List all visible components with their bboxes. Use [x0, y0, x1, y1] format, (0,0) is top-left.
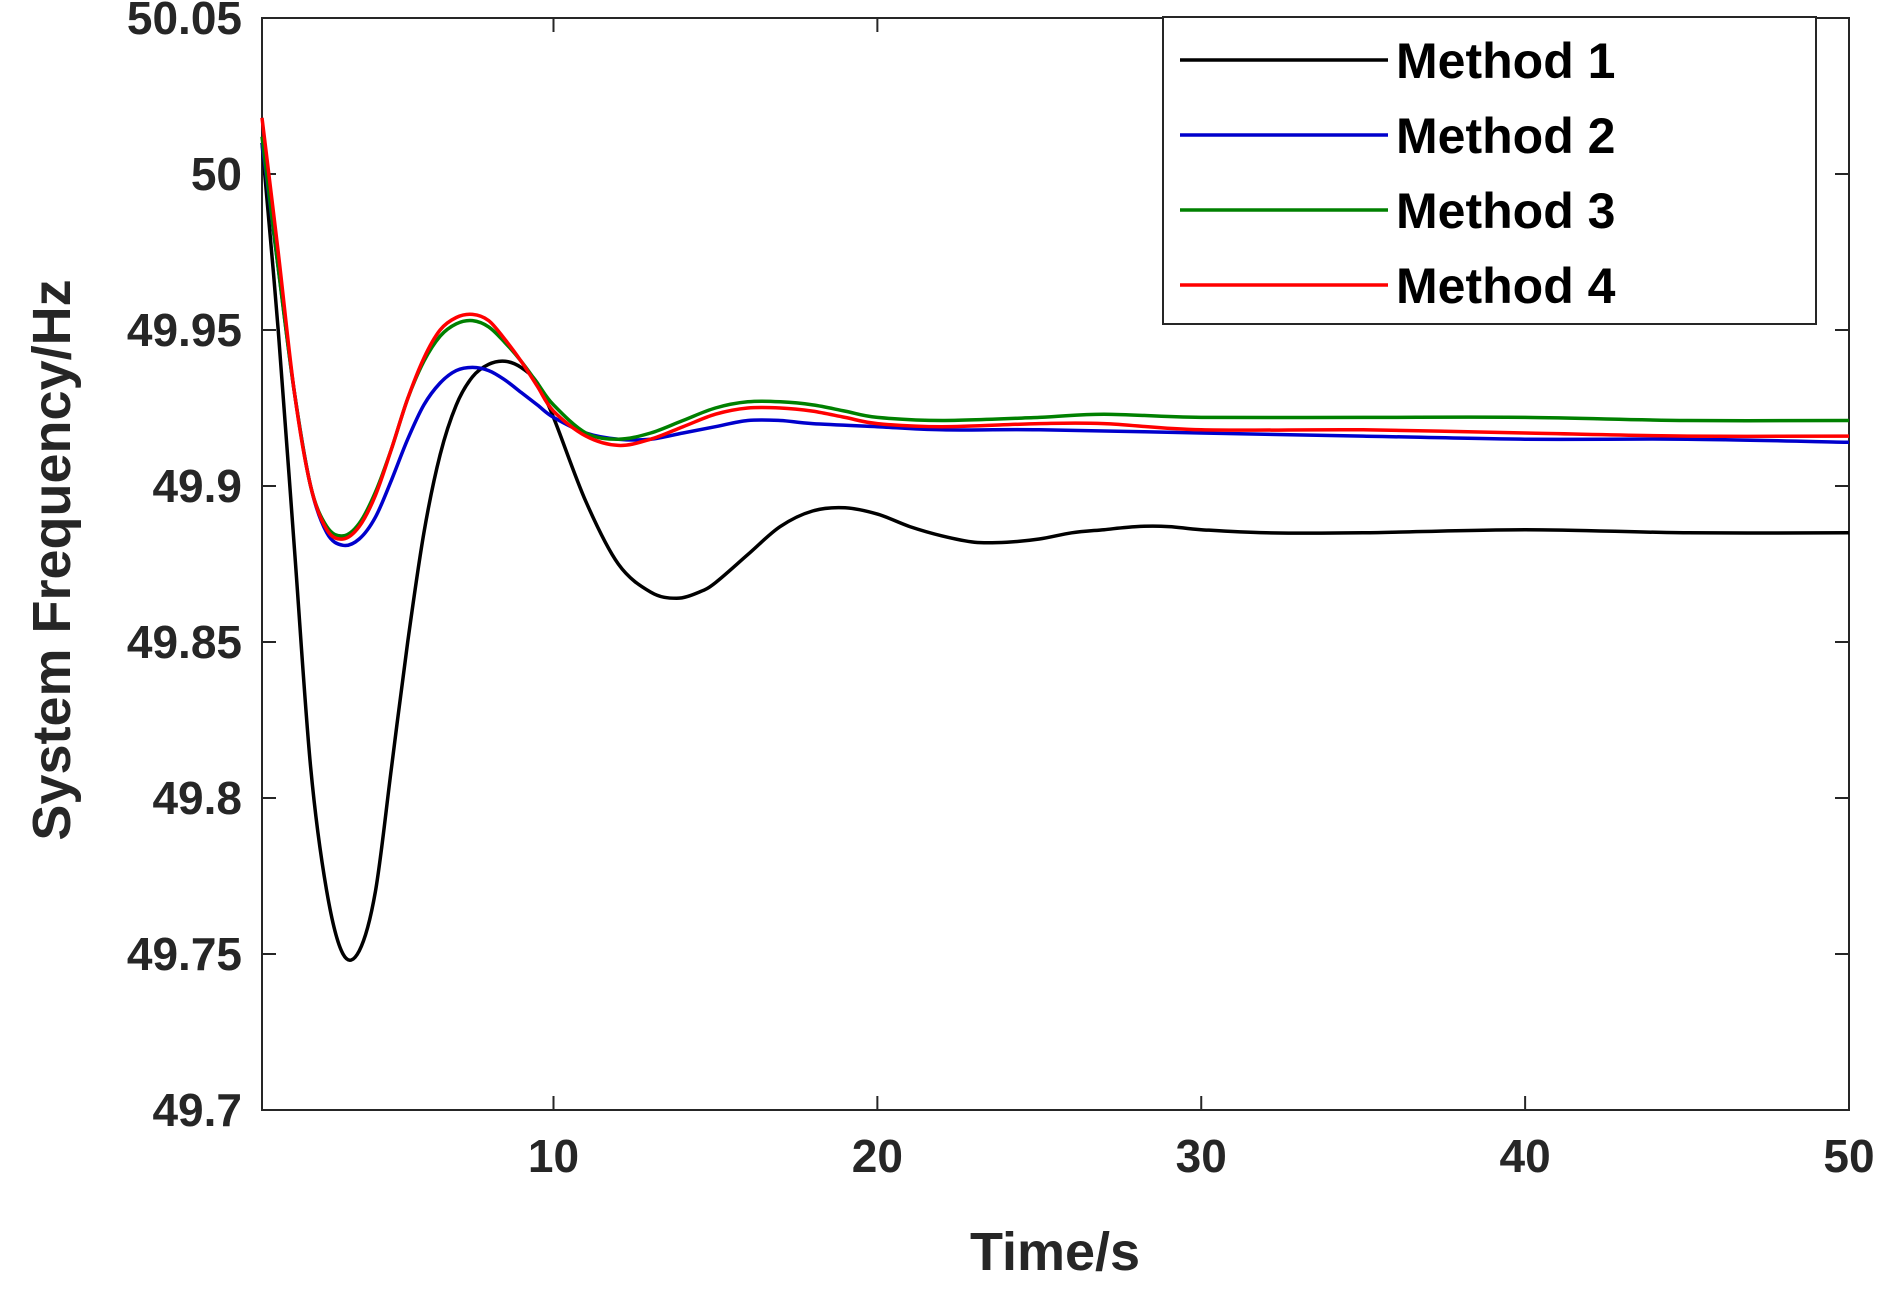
y-tick-label: 50	[191, 148, 242, 200]
legend-label-method-4: Method 4	[1396, 258, 1616, 314]
legend-label-method-1: Method 1	[1396, 33, 1615, 89]
series-line-method-4	[260, 117, 1850, 541]
series-lines	[260, 117, 1850, 962]
y-tick-label: 49.8	[152, 772, 242, 824]
x-tick-label: 10	[528, 1130, 579, 1182]
x-tick-label: 20	[852, 1130, 903, 1182]
series-line-method-1	[260, 142, 1850, 962]
y-tick-label: 49.7	[152, 1084, 242, 1136]
x-axis-title: Time/s	[970, 1222, 1140, 1282]
y-tick-label: 49.75	[127, 928, 242, 980]
y-axis-title: System Frequency/Hz	[22, 279, 82, 840]
legend-box	[1162, 16, 1817, 325]
legend-label-method-2: Method 2	[1396, 108, 1615, 164]
x-tick-label: 30	[1176, 1130, 1227, 1182]
x-tick-label: 40	[1500, 1130, 1551, 1182]
legend: Method 1 Method 2 Method 3 Method 4	[1162, 16, 1817, 325]
y-tick-label: 49.9	[152, 460, 242, 512]
x-tick-label: 50	[1823, 1130, 1874, 1182]
y-tick-label: 50.05	[127, 0, 242, 44]
series-line-method-3	[260, 136, 1850, 538]
series-line-method-2	[260, 142, 1850, 548]
legend-label-method-3: Method 3	[1396, 183, 1615, 239]
y-tick-label: 49.95	[127, 304, 242, 356]
y-tick-label: 49.85	[127, 616, 242, 668]
axis-ticks	[262, 17, 1850, 1111]
axis-tick-labels: 10 20 30 40 50 49.7 49.75 49.8 49.85 49.9 49.95 50 5…	[127, 0, 1875, 1182]
